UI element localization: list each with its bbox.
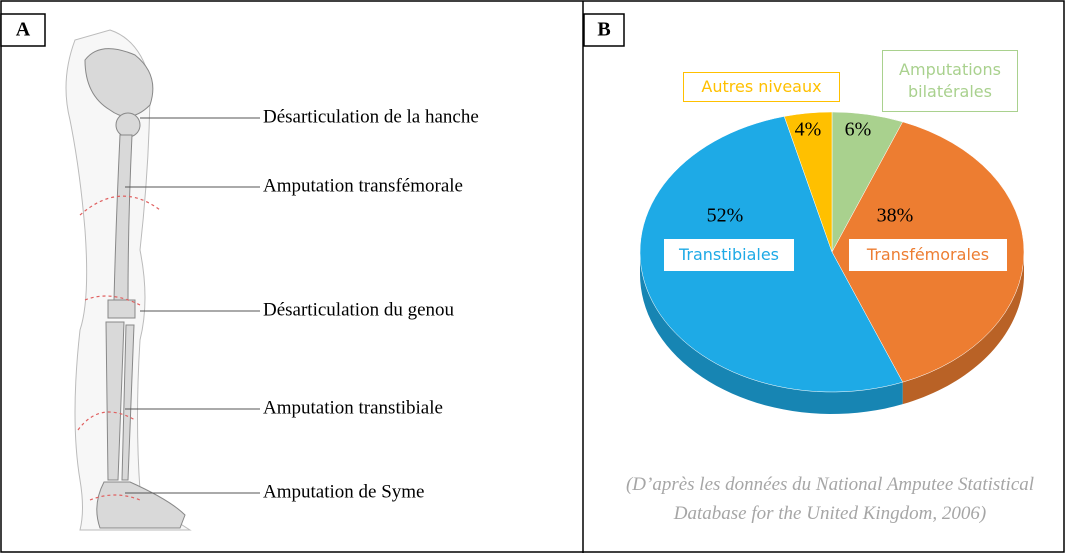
value-label: 38% [876,204,914,227]
category-label: Autres niveaux [683,72,840,102]
category-label: Amputations bilatérales [882,50,1018,112]
annotation: Amputation transtibiale [263,397,443,418]
value-label: 52% [706,204,744,227]
slice-side [902,252,1024,405]
cut-lines [77,195,161,501]
leg-illustration [65,29,192,531]
panel-label: A [16,19,31,41]
slice-side [640,252,903,414]
slice [783,111,833,253]
panel-label: B [597,19,610,41]
value-label: 6% [844,118,872,141]
annotation: Amputation de Syme [263,481,424,502]
annotation: Désarticulation du genou [263,299,455,320]
value-label: 4% [794,118,822,141]
annotation: Amputation transfémorale [263,175,463,196]
annotation: Désarticulation de la hanche [263,106,479,127]
panel-box [583,13,625,47]
category-label: Transfémorales [848,238,1008,272]
category-label: Transtibiales [663,238,795,272]
source-note: (D’après les données du National Amputee… [625,474,1035,524]
panel-box [0,13,46,47]
